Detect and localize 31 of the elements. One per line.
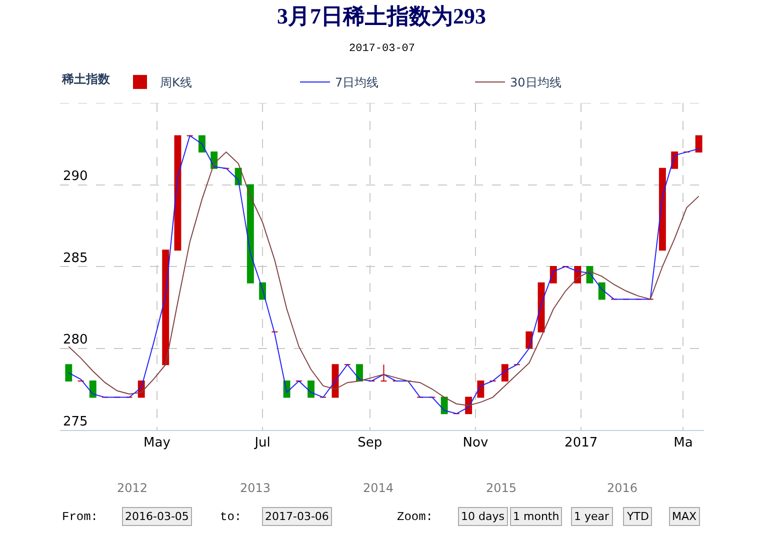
legend-title: 稀土指数 xyxy=(61,72,111,86)
text: 1 month xyxy=(513,510,560,523)
text: 2014 xyxy=(363,481,394,495)
x-tick-label: Jul xyxy=(254,436,270,451)
text: 2016-03-05 xyxy=(125,510,189,523)
text: YTD xyxy=(626,510,649,523)
text: From: xyxy=(62,510,98,524)
y-tick-label: 290 xyxy=(63,169,88,184)
chart-title: 3月7日稀土指数为293 xyxy=(277,4,486,28)
text: 2017-03-06 xyxy=(265,510,329,523)
legend-label: 7日均线 xyxy=(335,76,379,90)
x-tick-label: Sep xyxy=(358,436,382,451)
legend-label: 周K线 xyxy=(160,76,192,90)
y-tick-label: 280 xyxy=(63,332,88,348)
y-tick-label: 285 xyxy=(63,250,88,266)
chart-subtitle: 2017-03-07 xyxy=(349,43,416,55)
text: MAX xyxy=(672,510,698,523)
text: to: xyxy=(220,510,242,524)
text: 1 year xyxy=(574,510,610,523)
text: 2016 xyxy=(607,481,638,495)
text: Zoom: xyxy=(397,510,434,524)
legend-label: 30日均线 xyxy=(510,76,562,90)
text: 2012 xyxy=(117,481,148,495)
x-tick-label: Ma xyxy=(674,436,693,451)
text: 2015 xyxy=(486,481,517,495)
y-tick-label: 275 xyxy=(63,414,88,430)
text: 10 days xyxy=(461,510,505,523)
x-tick-label: 2017 xyxy=(564,436,598,451)
x-tick-label: May xyxy=(144,436,171,451)
x-tick-label: Nov xyxy=(462,436,488,451)
text: 2013 xyxy=(240,481,271,495)
